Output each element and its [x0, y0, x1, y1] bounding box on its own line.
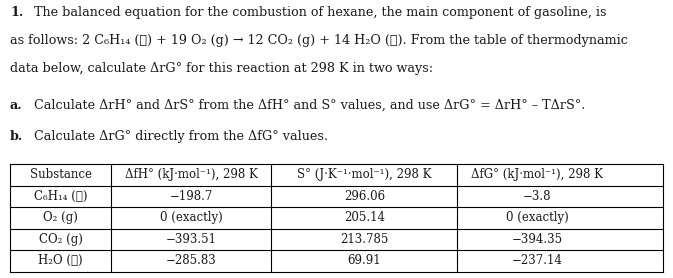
- Text: ΔfG° (kJ·mol⁻¹), 298 K: ΔfG° (kJ·mol⁻¹), 298 K: [471, 168, 603, 181]
- Text: O₂ (g): O₂ (g): [43, 211, 78, 224]
- Text: 0 (exactly): 0 (exactly): [160, 211, 223, 224]
- Text: 205.14: 205.14: [344, 211, 385, 224]
- Text: S° (J·K⁻¹·mol⁻¹), 298 K: S° (J·K⁻¹·mol⁻¹), 298 K: [297, 168, 431, 181]
- Text: −3.8: −3.8: [523, 190, 552, 203]
- Text: The balanced equation for the combustion of hexane, the main component of gasoli: The balanced equation for the combustion…: [30, 6, 606, 19]
- Text: a.: a.: [10, 99, 23, 112]
- Text: −393.51: −393.51: [166, 233, 217, 246]
- Text: 1.: 1.: [10, 6, 24, 19]
- Text: 0 (exactly): 0 (exactly): [506, 211, 569, 224]
- Text: −285.83: −285.83: [166, 254, 217, 267]
- Text: −237.14: −237.14: [512, 254, 563, 267]
- Text: Calculate ΔrG° directly from the ΔfG° values.: Calculate ΔrG° directly from the ΔfG° va…: [30, 130, 328, 143]
- Text: CO₂ (g): CO₂ (g): [38, 233, 83, 246]
- Text: Calculate ΔrH° and ΔrS° from the ΔfH° and S° values, and use ΔrG° = ΔrH° – TΔrS°: Calculate ΔrH° and ΔrS° from the ΔfH° an…: [30, 99, 586, 112]
- Text: ΔfH° (kJ·mol⁻¹), 298 K: ΔfH° (kJ·mol⁻¹), 298 K: [125, 168, 258, 181]
- Text: as follows: 2 C₆H₁₄ (ℓ) + 19 O₂ (g) → 12 CO₂ (g) + 14 H₂O (ℓ). From the table of: as follows: 2 C₆H₁₄ (ℓ) + 19 O₂ (g) → 12…: [10, 34, 628, 47]
- Text: data below, calculate ΔrG° for this reaction at 298 K in two ways:: data below, calculate ΔrG° for this reac…: [10, 62, 433, 75]
- Text: Substance: Substance: [30, 168, 92, 181]
- Text: 69.91: 69.91: [347, 254, 381, 267]
- Text: H₂O (ℓ): H₂O (ℓ): [38, 254, 83, 267]
- Text: −394.35: −394.35: [511, 233, 563, 246]
- Text: 296.06: 296.06: [344, 190, 385, 203]
- Text: C₆H₁₄ (ℓ): C₆H₁₄ (ℓ): [34, 190, 87, 203]
- Text: 213.785: 213.785: [340, 233, 388, 246]
- Text: −198.7: −198.7: [170, 190, 213, 203]
- Text: b.: b.: [10, 130, 24, 143]
